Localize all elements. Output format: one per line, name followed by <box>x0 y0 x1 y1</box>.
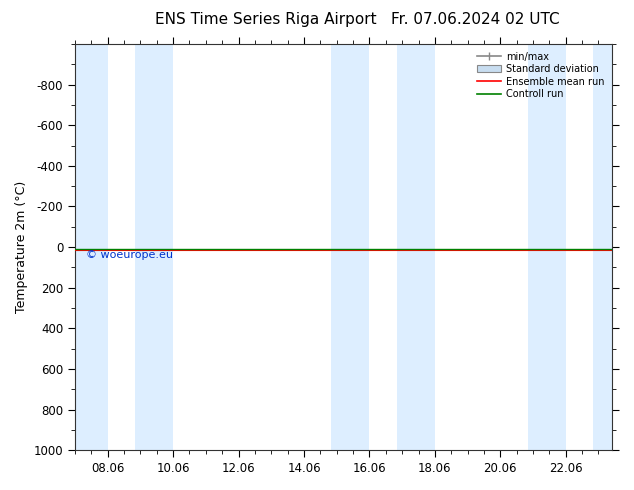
Bar <box>593 44 612 450</box>
Bar <box>75 44 108 450</box>
Bar <box>397 44 435 450</box>
Text: © woeurope.eu: © woeurope.eu <box>86 250 172 260</box>
Y-axis label: Temperature 2m (°C): Temperature 2m (°C) <box>15 181 28 313</box>
Bar <box>331 44 370 450</box>
Legend: min/max, Standard deviation, Ensemble mean run, Controll run: min/max, Standard deviation, Ensemble me… <box>474 49 607 102</box>
Text: Fr. 07.06.2024 02 UTC: Fr. 07.06.2024 02 UTC <box>391 12 560 27</box>
Bar <box>527 44 566 450</box>
Bar <box>135 44 173 450</box>
Text: ENS Time Series Riga Airport: ENS Time Series Riga Airport <box>155 12 377 27</box>
